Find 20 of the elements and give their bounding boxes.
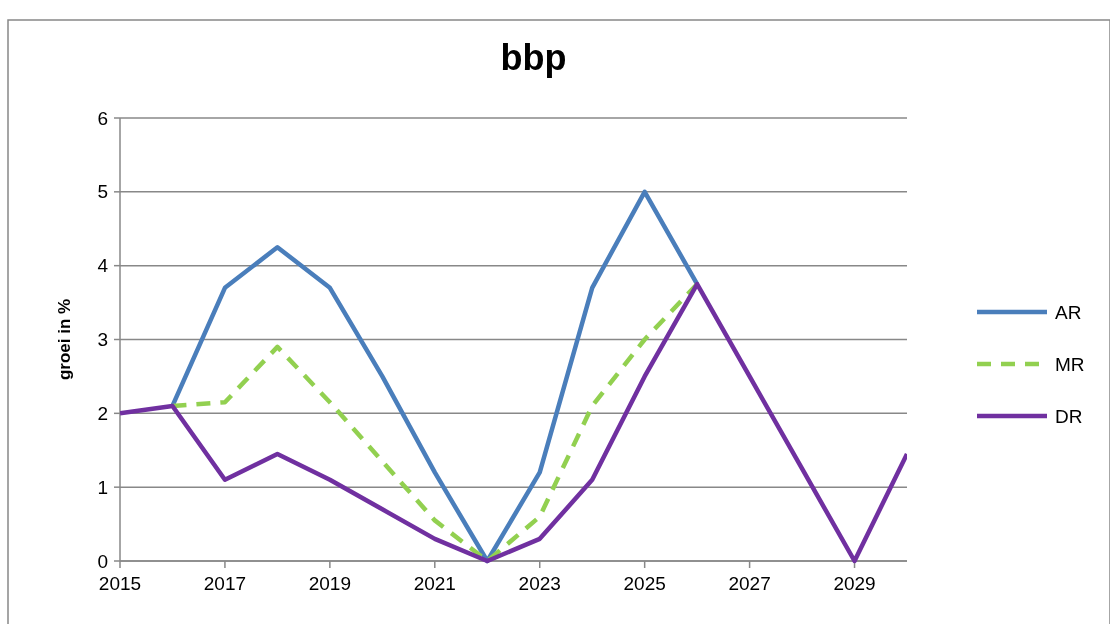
x-tick-label: 2025 xyxy=(623,573,666,594)
chart-title: bbp xyxy=(500,37,567,78)
legend-label: MR xyxy=(1055,353,1085,375)
x-tick-label: 2019 xyxy=(308,573,352,594)
y-tick-label: 1 xyxy=(97,476,108,498)
x-tick-label: 2023 xyxy=(518,573,561,594)
legend-label: AR xyxy=(1055,301,1082,323)
y-tick-label: 0 xyxy=(97,550,108,572)
x-tick-label: 2015 xyxy=(98,573,142,594)
y-tick-label: 6 xyxy=(97,107,108,129)
y-axis-title: groei in % xyxy=(55,298,74,381)
x-tick-label: 2021 xyxy=(413,573,456,594)
x-tick-label: 2029 xyxy=(833,573,876,594)
x-tick-label: 2027 xyxy=(728,573,771,594)
y-tick-label: 4 xyxy=(97,255,109,277)
legend-label: DR xyxy=(1055,405,1083,427)
x-tick-label: 2017 xyxy=(203,573,247,594)
y-tick-label: 3 xyxy=(97,329,108,351)
y-tick-label: 5 xyxy=(97,181,108,203)
y-tick-label: 2 xyxy=(97,402,108,424)
